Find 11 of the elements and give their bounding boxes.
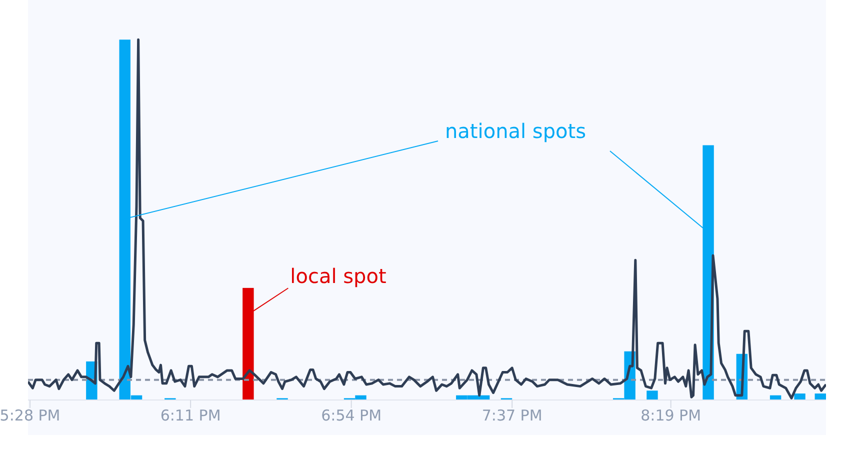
bar [242, 288, 254, 400]
x-tick-label: 8:19 PM [640, 406, 702, 425]
bar [794, 394, 806, 400]
x-tick-label: 5:28 PM [0, 406, 60, 425]
x-tick-label: 6:54 PM [321, 406, 382, 425]
x-tick-label: 6:11 PM [160, 406, 221, 425]
annotation: local spot [290, 264, 386, 288]
x-tick-label: 7:37 PM [482, 406, 542, 425]
bar [814, 394, 826, 400]
bar [646, 390, 658, 400]
annotation: national spots [445, 119, 586, 143]
